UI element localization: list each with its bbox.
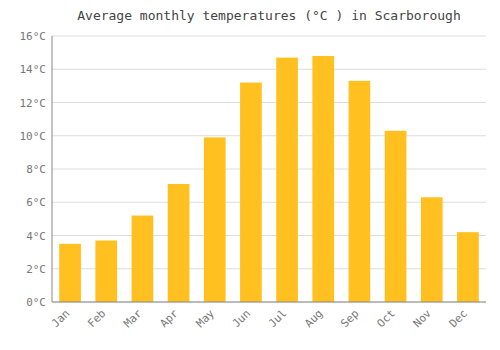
grid-line bbox=[52, 302, 486, 303]
bar bbox=[385, 131, 407, 302]
y-tick-label: 4°C bbox=[26, 230, 46, 243]
y-tick-label: 10°C bbox=[20, 130, 47, 143]
grid-line bbox=[52, 36, 486, 37]
bars bbox=[59, 56, 479, 302]
x-tick-label: Jul bbox=[266, 307, 289, 330]
bar bbox=[132, 216, 154, 302]
bar bbox=[59, 244, 81, 302]
y-tick-label: 12°C bbox=[20, 97, 47, 110]
bar bbox=[95, 240, 117, 302]
x-tick-label: Sep bbox=[338, 307, 361, 330]
bar bbox=[240, 83, 262, 302]
chart: Average monthly temperatures (°C ) in Sc… bbox=[0, 0, 500, 350]
bar bbox=[349, 81, 371, 302]
y-tick-label: 8°C bbox=[26, 163, 46, 176]
y-tick-label: 16°C bbox=[20, 30, 47, 43]
bar bbox=[168, 184, 190, 302]
bar bbox=[421, 197, 443, 302]
grid-line bbox=[52, 169, 486, 170]
bar bbox=[204, 137, 226, 302]
x-tick-label: Feb bbox=[85, 307, 108, 330]
x-tick-label: Jun bbox=[230, 307, 253, 330]
x-tick-label: Nov bbox=[411, 307, 435, 331]
x-tick-label: Apr bbox=[157, 307, 181, 331]
y-tick-label: 6°C bbox=[26, 196, 46, 209]
grid-line bbox=[52, 102, 486, 103]
y-axis bbox=[52, 36, 53, 302]
x-tick-label: May bbox=[194, 307, 218, 331]
grid bbox=[52, 36, 486, 302]
grid-line bbox=[52, 69, 486, 70]
x-tick-label: Mar bbox=[121, 307, 145, 331]
y-tick-label: 2°C bbox=[26, 263, 46, 276]
bar bbox=[276, 58, 298, 302]
x-axis bbox=[52, 302, 486, 303]
x-tick-label: Dec bbox=[447, 307, 470, 330]
bar bbox=[312, 56, 334, 302]
y-tick-label: 14°C bbox=[20, 63, 47, 76]
x-tick-label: Jan bbox=[49, 307, 72, 330]
y-tick-label: 0°C bbox=[26, 296, 46, 309]
title: Average monthly temperatures (°C ) in Sc… bbox=[77, 8, 461, 23]
grid-line bbox=[52, 135, 486, 136]
bar bbox=[457, 232, 479, 302]
x-tick-label: Aug bbox=[302, 307, 325, 330]
x-tick-label: Oct bbox=[374, 307, 397, 330]
